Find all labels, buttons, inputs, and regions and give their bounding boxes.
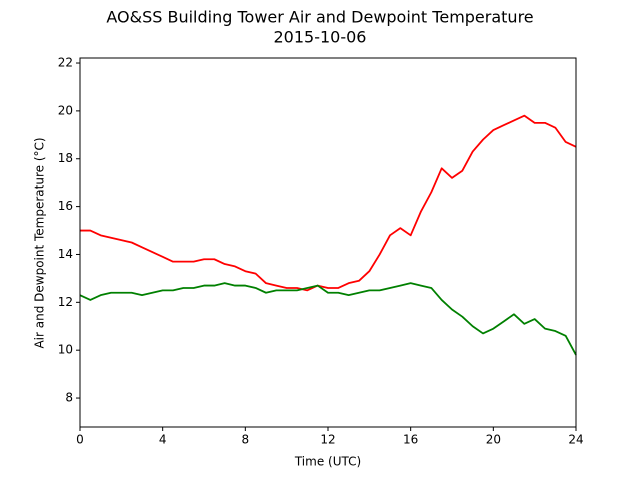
y-tick-label: 8 (65, 391, 73, 405)
x-tick-label: 8 (242, 433, 250, 447)
chart-subtitle: 2015-10-06 (274, 28, 367, 47)
y-axis-label: Air and Dewpoint Temperature (°C) (33, 137, 47, 348)
y-tick-label: 18 (58, 151, 73, 165)
x-tick-label: 20 (486, 433, 501, 447)
y-tick-label: 22 (58, 56, 73, 70)
y-tick-label: 12 (58, 295, 73, 309)
data-line (79, 282, 577, 356)
y-tick-label: 20 (58, 103, 73, 117)
x-tick-label: 24 (568, 433, 583, 447)
x-axis-label: Time (UTC) (294, 455, 361, 469)
y-tick-label: 10 (58, 343, 73, 357)
x-tick-label: 12 (320, 433, 335, 447)
y-tick-label: 16 (58, 199, 73, 213)
plot-frame (79, 57, 577, 428)
data-line (80, 114, 577, 292)
chart-title: AO&SS Building Tower Air and Dewpoint Te… (106, 8, 533, 27)
x-tick-label: 4 (159, 433, 167, 447)
x-tick-label: 0 (76, 433, 84, 447)
y-tick-label: 14 (58, 247, 73, 261)
x-tick-label: 16 (403, 433, 418, 447)
